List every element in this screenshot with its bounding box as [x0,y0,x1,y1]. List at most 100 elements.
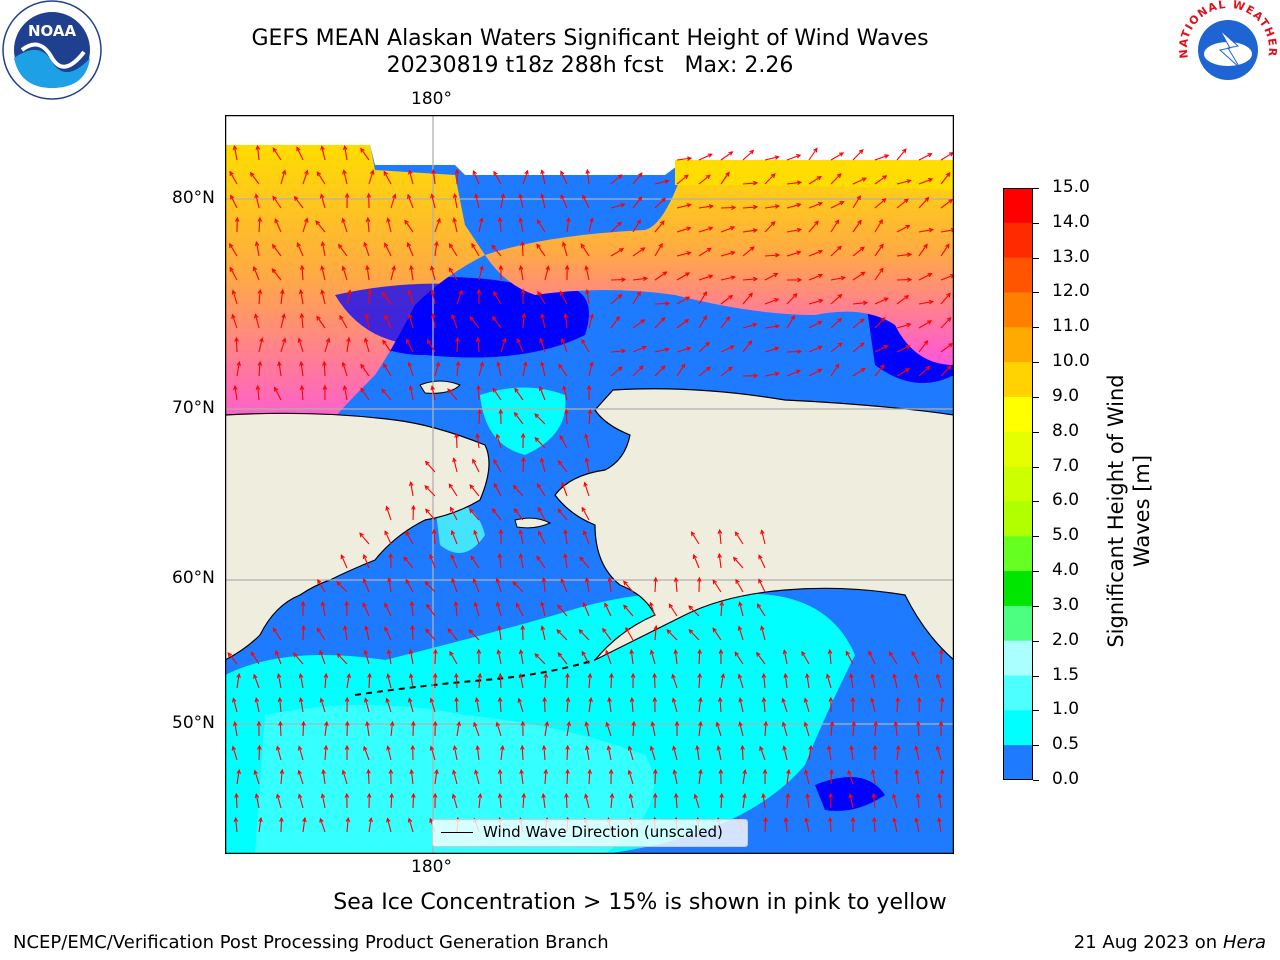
arrow-head [774,155,780,160]
arrow-shaft [738,626,744,641]
arrow-head [856,195,861,201]
arrow-head [749,149,755,155]
arrow-head [680,363,686,369]
arrow-shaft [274,218,282,233]
arrow-shaft [631,698,634,713]
arrow-head [255,144,261,151]
arrow-shaft [852,318,865,329]
arrow-shaft [339,315,348,329]
arrow-head [236,673,241,679]
arrow-shaft [582,195,590,209]
arrow-head [491,507,497,514]
arrow-shaft [302,625,305,641]
arrow-head [904,294,910,300]
arrow-head [302,816,307,823]
colorbar-tick-mark [1033,605,1039,607]
sea-ice-west [225,145,485,435]
arrow-shaft [406,339,414,353]
arrow-shaft [430,266,436,281]
arrow-head [859,342,865,347]
arrow-shaft [586,170,590,185]
arrow-head [839,152,845,157]
arrow-head [659,220,665,226]
arrow-head [389,720,395,726]
arrow-shaft [496,434,502,449]
arrow-shaft [498,554,502,569]
colorbar-tick-label: 3.0 [1052,594,1080,615]
arrow-head [732,556,738,562]
arrow-head [448,243,454,249]
arrow-head [411,792,416,798]
arrow-head [872,744,878,750]
arrow-head [363,241,368,247]
arrow-shaft [519,194,524,209]
arrow-shaft [868,651,876,665]
arrow-shaft [536,244,546,257]
arrow-head [296,146,301,152]
arrow-shaft [456,337,459,353]
arrow-head [774,298,780,303]
arrow-head [454,432,459,438]
arrow-shaft [321,794,326,809]
arrow-head [636,290,641,297]
arrow-head [475,432,480,439]
arrow-shaft [808,274,823,281]
arrow-shaft [650,746,656,761]
arrow-shaft [384,315,392,329]
arrow-head [883,297,889,302]
arrow-head [609,672,614,678]
arrow-shaft [756,652,766,665]
arrow-shaft [450,507,458,521]
arrow-shaft [628,770,634,785]
arrow-shaft [301,265,304,281]
arrow-shaft [363,578,370,593]
arrow-head [759,745,764,751]
arrow-head [895,744,901,750]
arrow-head [430,265,435,271]
arrow-head [825,673,831,679]
arrow-shaft [566,218,570,233]
arrow-head [742,792,747,799]
arrow-head [234,216,240,222]
arrow-head [430,385,435,391]
arrow-shaft [651,722,656,737]
arrow-head [425,508,430,514]
arrow-shaft [412,793,415,809]
arrow-head [923,243,928,249]
arrow-head [473,601,479,607]
arrow-head [879,243,884,249]
arrow-shaft [386,698,392,713]
arrow-shaft [449,243,458,257]
arrow-shaft [918,178,933,185]
arrow-shaft [522,457,525,473]
arrow-shaft [698,698,702,713]
arrow-head [585,168,590,175]
arrow-head [364,313,370,319]
arrow-shaft [610,673,613,689]
arrow-shaft [258,338,263,353]
arrow-shaft [367,769,370,785]
arrow-head [272,627,278,633]
arrow-shaft [537,291,546,305]
arrow-head [796,154,802,159]
arrow-head [752,322,758,328]
arrow-shaft [519,554,524,569]
arrow-head [453,600,459,607]
arrow-head [476,648,482,654]
arrow-head [720,673,726,679]
arrow-head [615,315,621,321]
arrow-shaft [541,194,546,209]
arrow-shaft [785,818,788,833]
arrow-shaft [786,251,801,257]
colorbar-tick-label: 9.0 [1052,385,1080,406]
arrow-shaft [676,174,689,185]
arrow-shaft [390,266,396,281]
arrow-head [737,625,743,631]
arrow-head [586,384,592,390]
arrow-shaft [720,316,730,329]
arrow-head [652,792,658,798]
arrow-head [790,315,796,321]
arrow-head [686,203,692,208]
arrow-shaft [940,365,952,377]
arrow-head [584,577,590,583]
